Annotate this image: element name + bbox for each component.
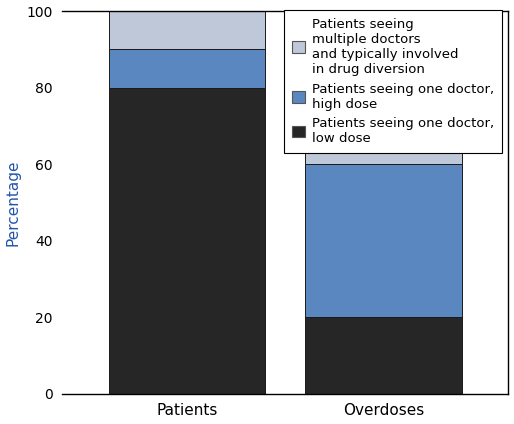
Bar (109, 49, 265, 88)
Bar (109, 11, 265, 49)
Bar (305, 11, 462, 164)
Legend: Patients seeing
multiple doctors
and typically involved
in drug diversion, Patie: Patients seeing multiple doctors and typ… (284, 10, 502, 153)
Y-axis label: Percentage: Percentage (6, 159, 21, 245)
Bar (109, 88, 265, 394)
Bar (305, 317, 462, 394)
Bar (305, 164, 462, 317)
